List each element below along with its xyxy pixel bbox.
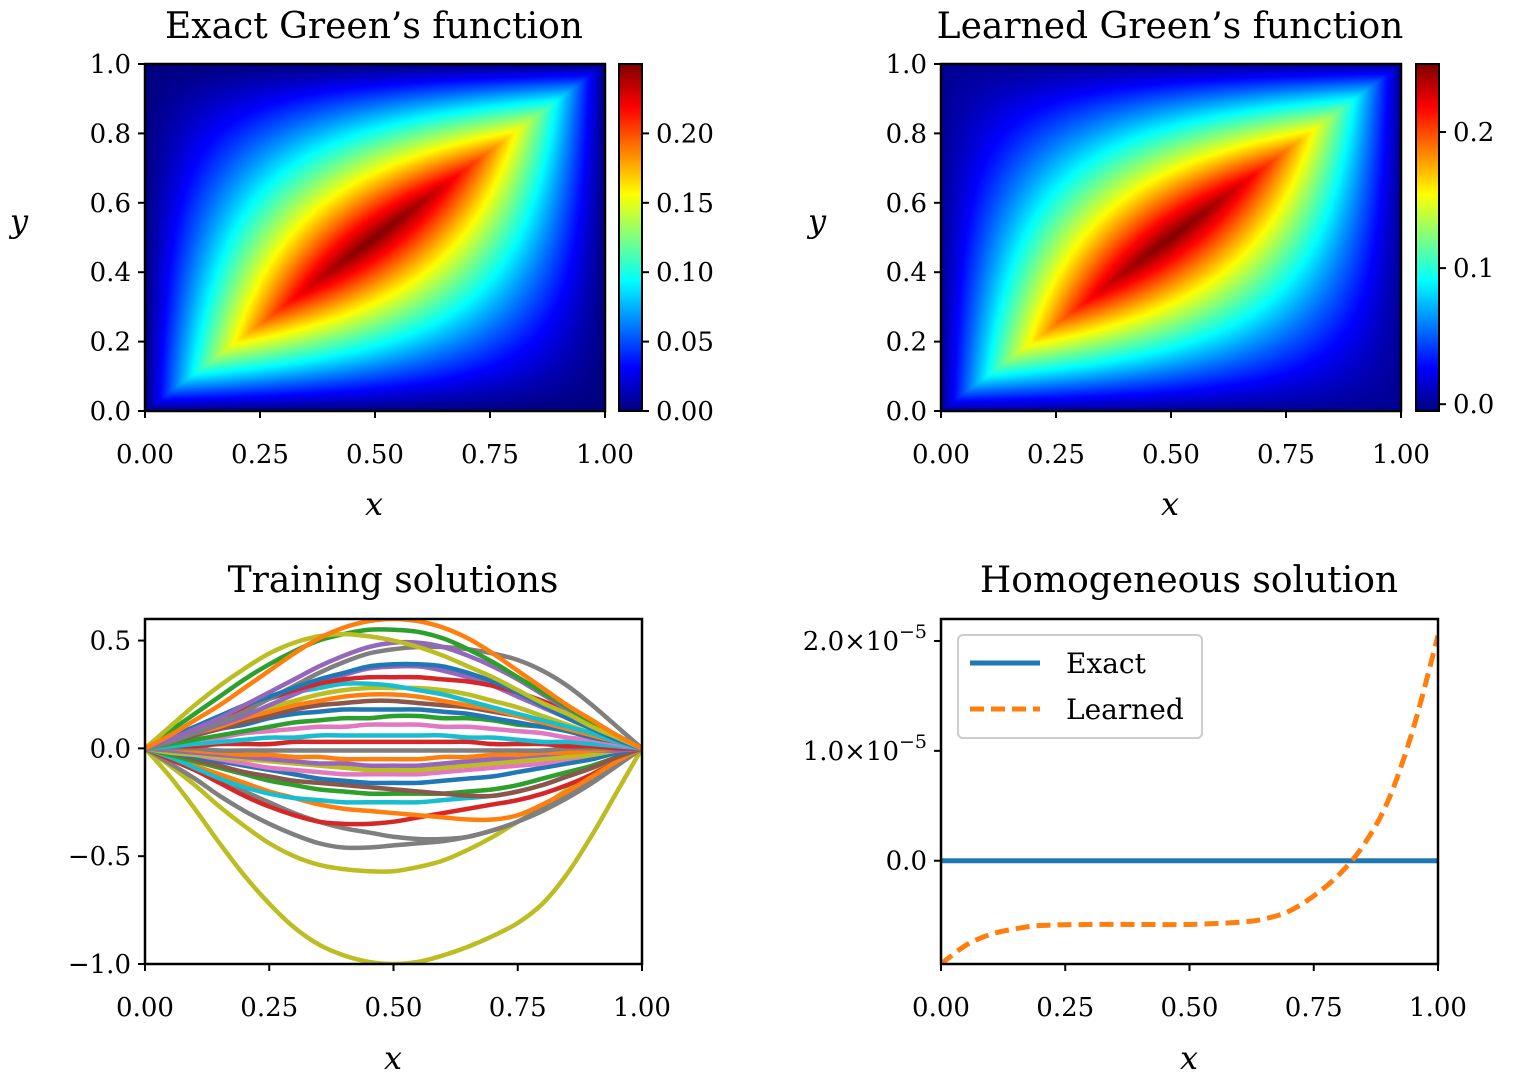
y-tick-label: 0.6	[90, 189, 131, 219]
y-tick-label: 0.8	[90, 119, 131, 149]
y-tick-label: 0.5	[90, 627, 131, 657]
series-line-10	[145, 746, 642, 777]
y-tick-label-base: 1.0×10	[803, 737, 899, 767]
colorbar-tick-label: 0.2	[1453, 118, 1494, 148]
y-tick-label: 0.0	[886, 847, 927, 877]
y-tick-label: 1.0×10−5	[803, 731, 927, 767]
colorbar-tick-label: 0.1	[1453, 254, 1494, 284]
x-tick-label: 0.00	[116, 993, 174, 1023]
homogeneous-solution-panel: Homogeneous solution x 0.00 0.25 0.50 0.75 1…	[803, 560, 1467, 1077]
panel-title: Homogeneous solution	[980, 560, 1398, 601]
x-tick-label: 1.00	[613, 993, 671, 1023]
x-tick-label: 1.00	[1372, 440, 1430, 470]
y-tick-label: −1.0	[68, 950, 131, 980]
colorbar-frame	[1415, 63, 1440, 412]
heatmap-image	[941, 64, 1401, 411]
series-line-30	[145, 631, 642, 751]
x-tick-label: 0.75	[489, 993, 547, 1023]
series-line-2	[145, 746, 642, 851]
y-axis-label: y	[8, 202, 29, 240]
series-line-0	[145, 746, 642, 964]
x-tick-label: 0.75	[1285, 993, 1343, 1023]
legend-label-exact: Exact	[1066, 647, 1147, 680]
series-line-14	[145, 745, 642, 753]
y-tick-label: 0.8	[886, 119, 927, 149]
y-tick-label-base: 2.0×10	[803, 627, 899, 657]
y-tick-label: 0.4	[886, 258, 927, 288]
x-tick-label: 0.00	[912, 440, 970, 470]
heatmap-image	[145, 64, 605, 411]
y-tick-label: 2.0×10−5	[803, 621, 927, 657]
y-tick-label: 0.6	[886, 189, 927, 219]
x-tick-label: 0.50	[365, 993, 423, 1023]
x-tick-label: 0.75	[461, 440, 519, 470]
panel-title: Training solutions	[228, 560, 559, 601]
x-tick-label: 0.50	[346, 440, 404, 470]
x-tick-label: 0.50	[1161, 993, 1219, 1023]
x-tick-label: 0.25	[231, 440, 289, 470]
series-line-13	[145, 745, 642, 762]
x-tick-label: 0.25	[1027, 440, 1085, 470]
y-tick-label-exponent: −5	[899, 621, 927, 643]
colorbar-tick-label: 0.10	[656, 258, 714, 288]
y-tick-label: 1.0	[90, 50, 131, 80]
series-line-4	[145, 746, 642, 827]
x-tick-label: 0.00	[912, 993, 970, 1023]
y-tick-label: 0.2	[90, 328, 131, 358]
y-tick-label: 0.2	[886, 328, 927, 358]
colorbar-frame	[618, 63, 643, 412]
series-line-16	[145, 733, 642, 751]
panel-title: Learned Green’s function	[937, 6, 1404, 47]
series-group	[941, 634, 1438, 964]
x-tick-label: 0.25	[1036, 993, 1094, 1023]
series-line-31	[145, 619, 642, 751]
series-line-learned	[941, 634, 1438, 964]
colorbar-tick-label: 0.20	[656, 119, 714, 149]
colorbar-tick-label: 0.15	[656, 189, 714, 219]
x-axis-label: x	[1161, 485, 1179, 523]
learned-greens-function-panel: Learned Green’s function x y 0.0 0.1 0.2 0.…	[806, 6, 1494, 523]
colorbar-tick-label: 0.0	[1453, 390, 1494, 420]
x-tick-label: 0.75	[1257, 440, 1315, 470]
x-tick-label: 1.00	[576, 440, 634, 470]
y-tick-label-exponent: −5	[899, 731, 927, 753]
colorbar-tick-label: 0.05	[656, 328, 714, 358]
x-axis-label: x	[384, 1039, 402, 1077]
y-tick-label: 0.0	[886, 397, 927, 427]
series-line-15	[145, 739, 642, 751]
legend: Exact Learned	[957, 634, 1203, 739]
y-axis-label: y	[806, 202, 827, 240]
series-line-26	[145, 644, 642, 751]
colorbar	[1416, 64, 1439, 411]
x-axis-label: x	[365, 485, 383, 523]
series-line-5	[145, 746, 642, 823]
series-line-8	[145, 746, 642, 799]
y-tick-label: 0.4	[90, 258, 131, 288]
x-tick-label: 0.50	[1142, 440, 1200, 470]
series-line-3	[145, 746, 642, 842]
legend-label-learned: Learned	[1066, 693, 1184, 726]
x-tick-label: 0.00	[116, 440, 174, 470]
y-tick-label: 0.0	[90, 734, 131, 764]
x-axis-label: x	[1180, 1039, 1198, 1077]
colorbar	[619, 64, 642, 411]
y-tick-label: −0.5	[68, 842, 131, 872]
training-solutions-panel: Training solutions x 0.00 0.25 0.50 0.75 1.0…	[68, 560, 671, 1077]
x-tick-label: 0.25	[240, 993, 298, 1023]
x-tick-label: 1.00	[1409, 993, 1467, 1023]
colorbar-tick-label: 0.00	[656, 397, 714, 427]
series-group	[145, 619, 642, 964]
panel-title: Exact Green’s function	[165, 6, 583, 47]
exact-greens-function-panel: Exact Green’s function x y 0.00 0.05 0.10 0…	[8, 6, 714, 523]
y-tick-label: 0.0	[90, 397, 131, 427]
y-tick-label: 1.0	[886, 50, 927, 80]
